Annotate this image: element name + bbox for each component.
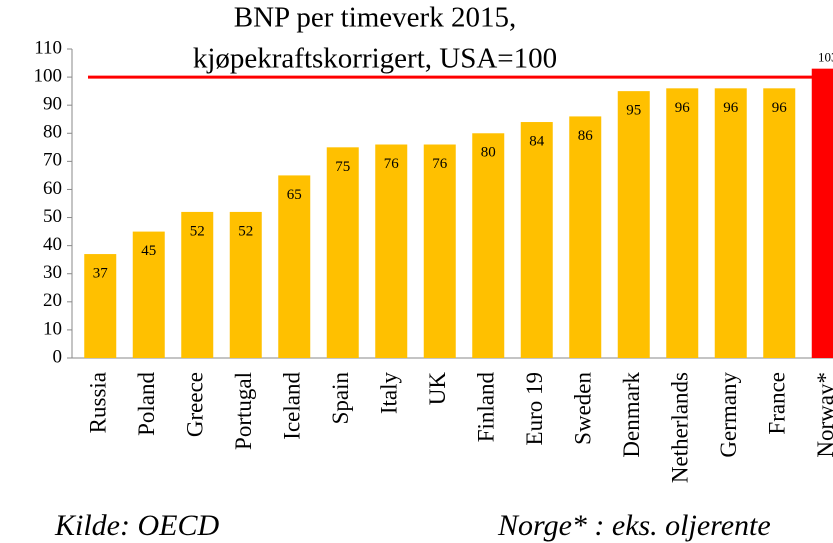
data-label: 95: [626, 103, 641, 119]
x-tick-label: Russia: [86, 372, 111, 433]
y-tick-label: 0: [53, 346, 63, 367]
data-label: 45: [141, 243, 156, 259]
footnote: Norge* : eks. oljerente: [497, 509, 771, 542]
x-tick-label: Germany: [716, 372, 741, 458]
data-label: 86: [578, 128, 594, 144]
y-tick-label: 90: [43, 94, 62, 115]
x-tick-label: Denmark: [619, 372, 644, 458]
bar: [181, 211, 214, 358]
data-label: 52: [190, 223, 205, 239]
data-label: 52: [238, 223, 253, 239]
x-tick-label: Netherlands: [668, 372, 693, 483]
data-label: 80: [481, 145, 496, 161]
bar: [229, 211, 262, 358]
x-tick-label: Norway*: [813, 372, 833, 458]
y-tick-label: 50: [43, 206, 62, 227]
data-label: 65: [287, 187, 302, 203]
y-tick-label: 40: [43, 234, 62, 255]
bar: [617, 91, 650, 359]
bar: [132, 231, 165, 358]
x-tick-label: France: [765, 372, 790, 435]
data-label: 96: [675, 100, 691, 116]
chart-title: kjøpekraftskorrigert, USA=100: [193, 43, 557, 75]
x-tick-label: Sweden: [571, 372, 596, 445]
bar: [714, 88, 747, 358]
bar: [763, 88, 796, 358]
bar: [375, 144, 408, 358]
bar: [520, 122, 553, 358]
bar: [326, 147, 359, 358]
x-tick-label: Poland: [134, 372, 159, 436]
x-tick-label: Iceland: [280, 372, 305, 440]
data-label: 76: [384, 156, 400, 172]
bar: [472, 133, 505, 358]
bar: [811, 68, 833, 358]
data-label: 75: [335, 159, 350, 175]
x-tick-label: Spain: [328, 372, 353, 425]
y-tick-label: 60: [43, 178, 62, 199]
y-tick-label: 110: [34, 37, 62, 58]
footnote: Kilde: OECD: [54, 509, 219, 542]
data-label: 76: [432, 156, 448, 172]
y-tick-label: 10: [43, 318, 62, 339]
bar: [666, 88, 699, 358]
data-label: 103: [818, 50, 833, 65]
x-tick-label: Portugal: [231, 372, 256, 450]
chart-title: BNP per timeverk 2015,: [234, 2, 516, 34]
data-label: 37: [93, 266, 109, 282]
bar: [84, 254, 117, 358]
y-tick-label: 100: [34, 65, 63, 86]
y-tick-label: 30: [43, 262, 62, 283]
x-tick-label: Italy: [377, 372, 402, 415]
bar: [423, 144, 456, 358]
data-label: 96: [723, 100, 739, 116]
x-tick-label: UK: [425, 372, 450, 406]
bar: [278, 175, 311, 358]
x-tick-label: Euro 19: [522, 372, 547, 445]
x-tick-label: Finland: [474, 372, 499, 443]
data-label: 96: [772, 100, 788, 116]
bar: [569, 116, 602, 358]
y-tick-label: 20: [43, 290, 62, 311]
y-tick-label: 70: [43, 150, 62, 171]
x-tick-label: Greece: [183, 372, 208, 437]
data-label: 84: [529, 133, 545, 149]
y-tick-label: 80: [43, 122, 62, 143]
